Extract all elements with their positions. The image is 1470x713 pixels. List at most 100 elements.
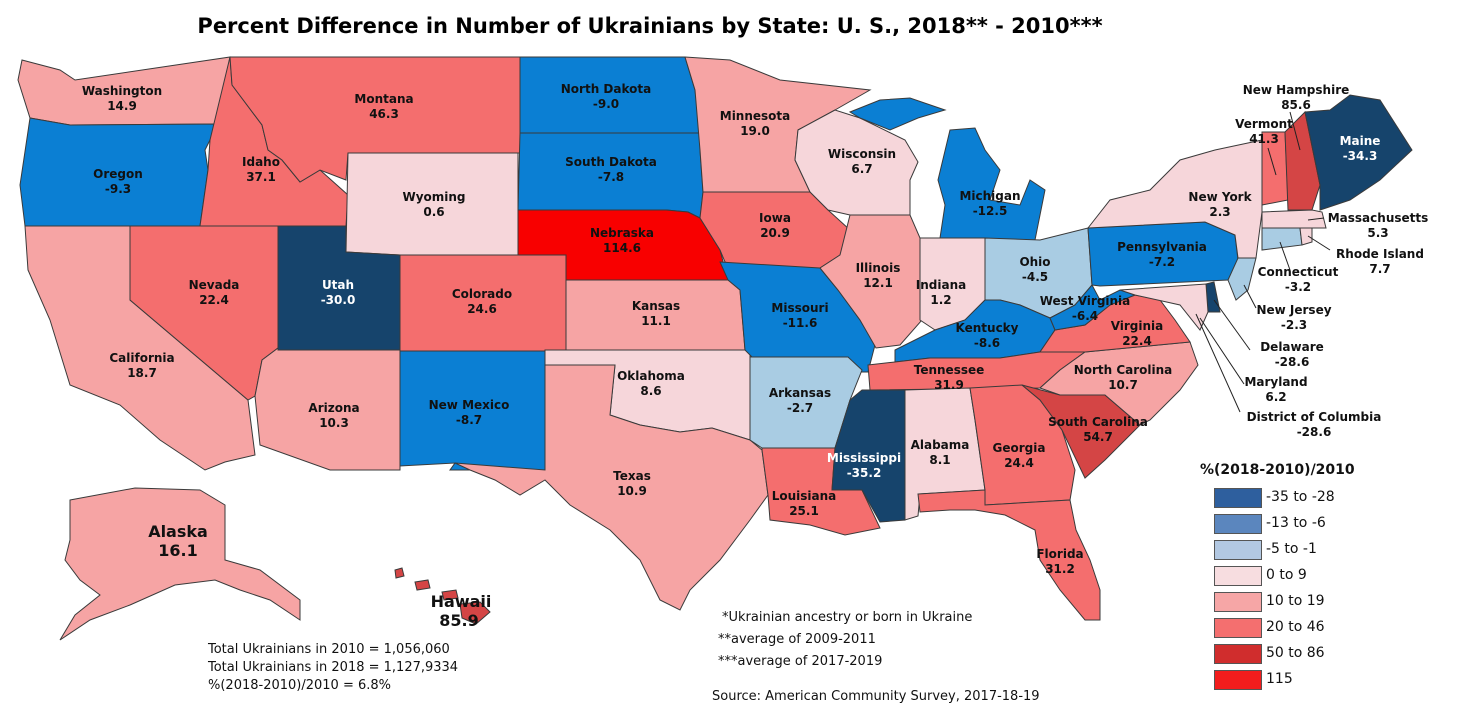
- label-idaho-name: Idaho: [242, 155, 280, 169]
- state-texas[interactable]: [454, 364, 769, 611]
- label-new-hampshire-name: New Hampshire: [1243, 83, 1350, 97]
- total-2010: Total Ukrainians in 2010 = 1,056,060: [208, 642, 450, 657]
- legend-label: -5 to -1: [1266, 541, 1317, 557]
- legend-label: 115: [1266, 671, 1293, 687]
- state-michigan[interactable]: [937, 127, 1046, 241]
- state-shapes: [17, 56, 1413, 641]
- state-alaska[interactable]: [59, 487, 301, 641]
- label-alaska-name: Alaska: [148, 522, 208, 541]
- label-arizona-name: Arizona: [308, 401, 359, 415]
- label-kansas-value: 11.1: [641, 314, 671, 328]
- label-utah-value: -30.0: [321, 293, 356, 307]
- total-2018: Total Ukrainians in 2018 = 1,127,9334: [208, 660, 459, 675]
- state-wisconsin[interactable]: [794, 109, 919, 216]
- label-tennessee-name: Tennessee: [914, 363, 985, 377]
- label-south-carolina-value: 54.7: [1083, 430, 1113, 444]
- label-new-mexico-name: New Mexico: [429, 398, 510, 412]
- label-colorado-name: Colorado: [452, 287, 512, 301]
- label-montana-value: 46.3: [369, 107, 399, 121]
- label-michigan-name: Michigan: [959, 189, 1020, 203]
- label-texas-name: Texas: [613, 469, 651, 483]
- state-maine[interactable]: [1304, 94, 1413, 211]
- note-ancestry: *Ukrainian ancestry or born in Ukraine: [722, 610, 973, 625]
- label-illinois-value: 12.1: [863, 276, 893, 290]
- label-iowa-value: 20.9: [760, 226, 790, 240]
- label-nebraska-name: Nebraska: [590, 226, 654, 240]
- label-texas-value: 10.9: [617, 484, 647, 498]
- label-oklahoma-name: Oklahoma: [617, 369, 685, 383]
- label-louisiana-name: Louisiana: [772, 489, 837, 503]
- label-washington-name: Washington: [82, 84, 162, 98]
- legend-label: 10 to 19: [1266, 593, 1325, 609]
- state-labels: Washington 14.9 Oregon -9.3 California 1…: [82, 82, 1428, 630]
- label-delaware-value: -28.6: [1275, 355, 1310, 369]
- label-tennessee-value: 31.9: [934, 378, 964, 392]
- label-indiana-name: Indiana: [916, 278, 966, 292]
- label-rhode-island-name: Rhode Island: [1336, 247, 1424, 261]
- label-delaware-name: Delaware: [1260, 340, 1324, 354]
- label-mississippi-name: Mississippi: [827, 451, 901, 465]
- label-mississippi-value: -35.2: [847, 466, 882, 480]
- state-maryland[interactable]: [1119, 283, 1209, 331]
- state-florida[interactable]: [917, 489, 1101, 621]
- state-michigan-upper[interactable]: [848, 97, 947, 131]
- label-california-value: 18.7: [127, 366, 157, 380]
- state-rhode-island[interactable]: [1299, 227, 1313, 246]
- legend-swatch: [1214, 514, 1262, 534]
- label-alabama-name: Alabama: [911, 438, 970, 452]
- state-pennsylvania[interactable]: [1087, 221, 1239, 287]
- leader-line: [1195, 313, 1241, 413]
- label-wisconsin-value: 6.7: [851, 162, 872, 176]
- label-wyoming-name: Wyoming: [402, 190, 465, 204]
- label-california-name: California: [109, 351, 174, 365]
- label-arkansas-value: -2.7: [787, 401, 813, 415]
- legend-label: -35 to -28: [1266, 489, 1335, 505]
- state-wyoming[interactable]: [345, 152, 519, 256]
- leader-line: [1199, 317, 1245, 385]
- label-nebraska-value: 114.6: [603, 241, 641, 255]
- label-massachusetts-name: Massachusetts: [1328, 211, 1429, 225]
- label-new-hampshire-value: 85.6: [1281, 98, 1311, 112]
- map-title: Percent Difference in Number of Ukrainia…: [197, 14, 1103, 38]
- label-illinois-name: Illinois: [856, 261, 901, 275]
- label-hawaii-value: 85.9: [439, 611, 478, 630]
- label-new-york-name: New York: [1188, 190, 1252, 204]
- state-new-jersey[interactable]: [1227, 257, 1257, 301]
- label-west-virginia-value: -6.4: [1072, 309, 1098, 323]
- label-vermont-value: 41.3: [1249, 132, 1279, 146]
- label-maryland-name: Maryland: [1244, 375, 1307, 389]
- label-alabama-value: 8.1: [929, 453, 950, 467]
- label-minnesota-value: 19.0: [740, 124, 770, 138]
- label-wyoming-value: 0.6: [423, 205, 444, 219]
- state-new-hampshire[interactable]: [1284, 110, 1321, 211]
- source-note: Source: American Community Survey, 2017-…: [712, 689, 1040, 704]
- label-oregon-value: -9.3: [105, 182, 131, 196]
- label-kansas-name: Kansas: [632, 299, 680, 313]
- label-south-dakota-value: -7.8: [598, 170, 624, 184]
- state-north-carolina[interactable]: [1039, 341, 1199, 426]
- label-pennsylvania-name: Pennsylvania: [1117, 240, 1207, 254]
- legend-title: %(2018-2010)/2010: [1200, 462, 1355, 478]
- label-hawaii-name: Hawaii: [431, 592, 492, 611]
- label-connecticut-value: -3.2: [1285, 280, 1311, 294]
- state-hawaii[interactable]: [394, 567, 491, 625]
- label-iowa-name: Iowa: [759, 211, 791, 225]
- label-north-carolina-value: 10.7: [1108, 378, 1138, 392]
- state-illinois[interactable]: [819, 214, 923, 349]
- label-south-dakota-name: South Dakota: [565, 155, 657, 169]
- leader-line: [1267, 147, 1277, 176]
- legend-swatch: [1214, 644, 1262, 664]
- label-arkansas-name: Arkansas: [769, 386, 831, 400]
- label-massachusetts-value: 5.3: [1367, 226, 1388, 240]
- leader-line: [1307, 235, 1331, 251]
- label-virginia-name: Virginia: [1111, 319, 1164, 333]
- label-washington-value: 14.9: [107, 99, 137, 113]
- label-pennsylvania-value: -7.2: [1149, 255, 1175, 269]
- label-georgia-value: 24.4: [1004, 456, 1034, 470]
- label-florida-value: 31.2: [1045, 562, 1075, 576]
- label-oregon-name: Oregon: [93, 167, 143, 181]
- label-ohio-name: Ohio: [1019, 255, 1050, 269]
- label-north-dakota-value: -9.0: [593, 97, 619, 111]
